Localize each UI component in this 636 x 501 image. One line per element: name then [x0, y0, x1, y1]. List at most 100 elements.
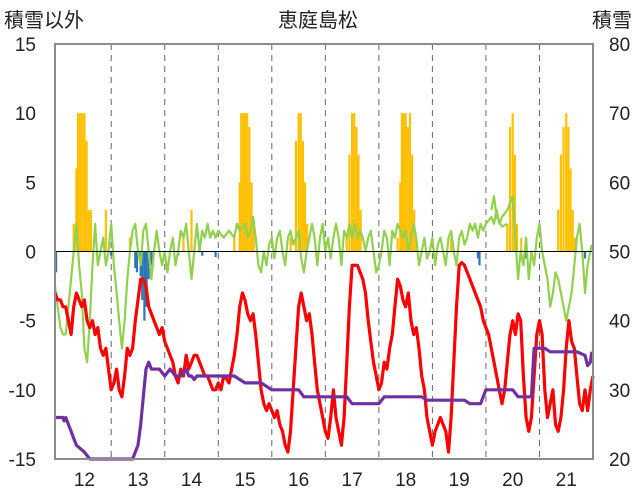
sunshine-bar: [571, 210, 574, 252]
right-y-tick-labels: 80 70 60 50 40 30 20: [609, 35, 630, 471]
sunshine-bar: [351, 113, 354, 252]
left-y-tick-label: -15: [9, 450, 36, 471]
precip-bar: [145, 251, 148, 307]
right-y-tick-label: 40: [609, 312, 630, 333]
sunshine-bar: [353, 113, 356, 252]
precip-bar: [583, 251, 587, 259]
chart-title: 恵庭島松: [278, 9, 358, 32]
sunshine-bar: [233, 237, 236, 252]
sunshine-bar: [515, 223, 519, 252]
sunshine-bar: [87, 210, 90, 252]
sunshine-bar: [72, 223, 75, 252]
right-y-tick-label: 60: [609, 173, 630, 194]
sunshine-bar: [450, 237, 453, 252]
x-tick-label: 18: [395, 470, 416, 491]
x-tick-label: 20: [502, 470, 523, 491]
sunshine-bar: [301, 140, 304, 252]
sunshine-bar: [402, 113, 406, 252]
precip-bar: [54, 251, 58, 273]
sunshine-bar: [511, 113, 514, 252]
sunshine-bar: [303, 182, 307, 252]
x-tick-label: 12: [74, 470, 95, 491]
sunshine-bar: [238, 182, 241, 252]
sunshine-bar: [294, 140, 297, 252]
sunshine-bar: [406, 127, 409, 252]
sunshine-bar: [240, 113, 243, 252]
right-y-tick-label: 20: [609, 450, 630, 471]
precip-bar: [476, 251, 480, 259]
x-tick-label: 13: [127, 470, 148, 491]
x-tick-label: 21: [556, 470, 577, 491]
precip-bar: [135, 251, 139, 273]
sunshine-bars: [72, 113, 576, 252]
sunshine-bar: [246, 113, 249, 252]
sunshine-bar: [508, 127, 512, 252]
left-y-tick-label: -10: [9, 381, 36, 402]
right-y-tick-label: 70: [609, 104, 630, 125]
sunshine-bar: [250, 182, 253, 252]
sunshine-bar: [404, 113, 407, 252]
wind2-line: [490, 195, 508, 228]
sunshine-bar: [345, 237, 348, 252]
x-tick-label: 16: [288, 470, 309, 491]
temp-line: [53, 261, 595, 454]
x-tick-labels: 12 13 14 15 16 17 18 19 20 21: [74, 470, 577, 491]
left-y-tick-labels: 15 10 5 0 -5 -10 -15: [9, 35, 36, 471]
precip-bar: [478, 251, 481, 266]
sunshine-bar: [562, 127, 565, 252]
left-y-tick-label: -5: [19, 312, 36, 333]
right-axis-title: 積雪: [592, 9, 632, 32]
precip-bar: [150, 251, 153, 266]
x-tick-label: 14: [181, 470, 203, 491]
x-tick-label: 19: [449, 470, 470, 491]
sunshine-bar: [81, 113, 84, 252]
left-y-tick-label: 15: [15, 35, 36, 56]
sunshine-bar: [104, 210, 107, 252]
left-y-tick-label: 10: [15, 104, 36, 125]
x-tick-label: 17: [342, 470, 363, 491]
sunshine-bar: [75, 168, 78, 252]
sunshine-bar: [400, 113, 403, 252]
sunshine-bar: [396, 237, 399, 252]
snow-line: [55, 346, 594, 461]
sunshine-bar: [248, 127, 251, 252]
sunshine-bar: [567, 127, 570, 252]
sunshine-bar: [348, 154, 351, 252]
sunshine-bar: [182, 237, 185, 252]
right-y-tick-label: 30: [609, 381, 630, 402]
sunshine-bar: [83, 113, 86, 252]
sunshine-bar: [520, 237, 523, 252]
sunshine-bar: [506, 223, 509, 252]
sunshine-bar: [410, 154, 414, 252]
precip-bar: [524, 251, 528, 259]
sunshine-bar: [242, 113, 245, 252]
sunshine-bar: [306, 223, 309, 252]
sunshine-bar: [559, 154, 562, 252]
sunshine-bar: [357, 154, 360, 252]
sunshine-bar: [289, 237, 292, 252]
sunshine-bar: [252, 223, 255, 252]
sunshine-bar: [565, 113, 568, 252]
sunshine-bar: [89, 210, 92, 252]
sunshine-bar: [573, 237, 576, 252]
precip-bar: [214, 251, 217, 258]
plot-frame: [54, 43, 594, 460]
precip-bar: [134, 251, 137, 269]
sunshine-bar: [355, 127, 358, 252]
sunshine-bar: [513, 154, 516, 252]
right-y-tick-label: 50: [609, 243, 630, 264]
left-y-tick-label: 5: [25, 173, 36, 194]
sunshine-bar: [299, 113, 302, 252]
sunshine-bar: [76, 113, 80, 252]
sunshine-bar: [399, 182, 402, 252]
sunshine-bar: [243, 113, 247, 252]
sunshine-bar: [557, 210, 560, 252]
left-y-tick-label: 0: [25, 243, 36, 264]
precip-bar: [141, 251, 144, 300]
precip-bars: [54, 251, 587, 321]
wind-line: [53, 195, 593, 364]
right-y-tick-label: 80: [609, 35, 630, 56]
left-axis-title: 積雪以外: [4, 9, 84, 32]
precip-bar: [147, 251, 150, 280]
